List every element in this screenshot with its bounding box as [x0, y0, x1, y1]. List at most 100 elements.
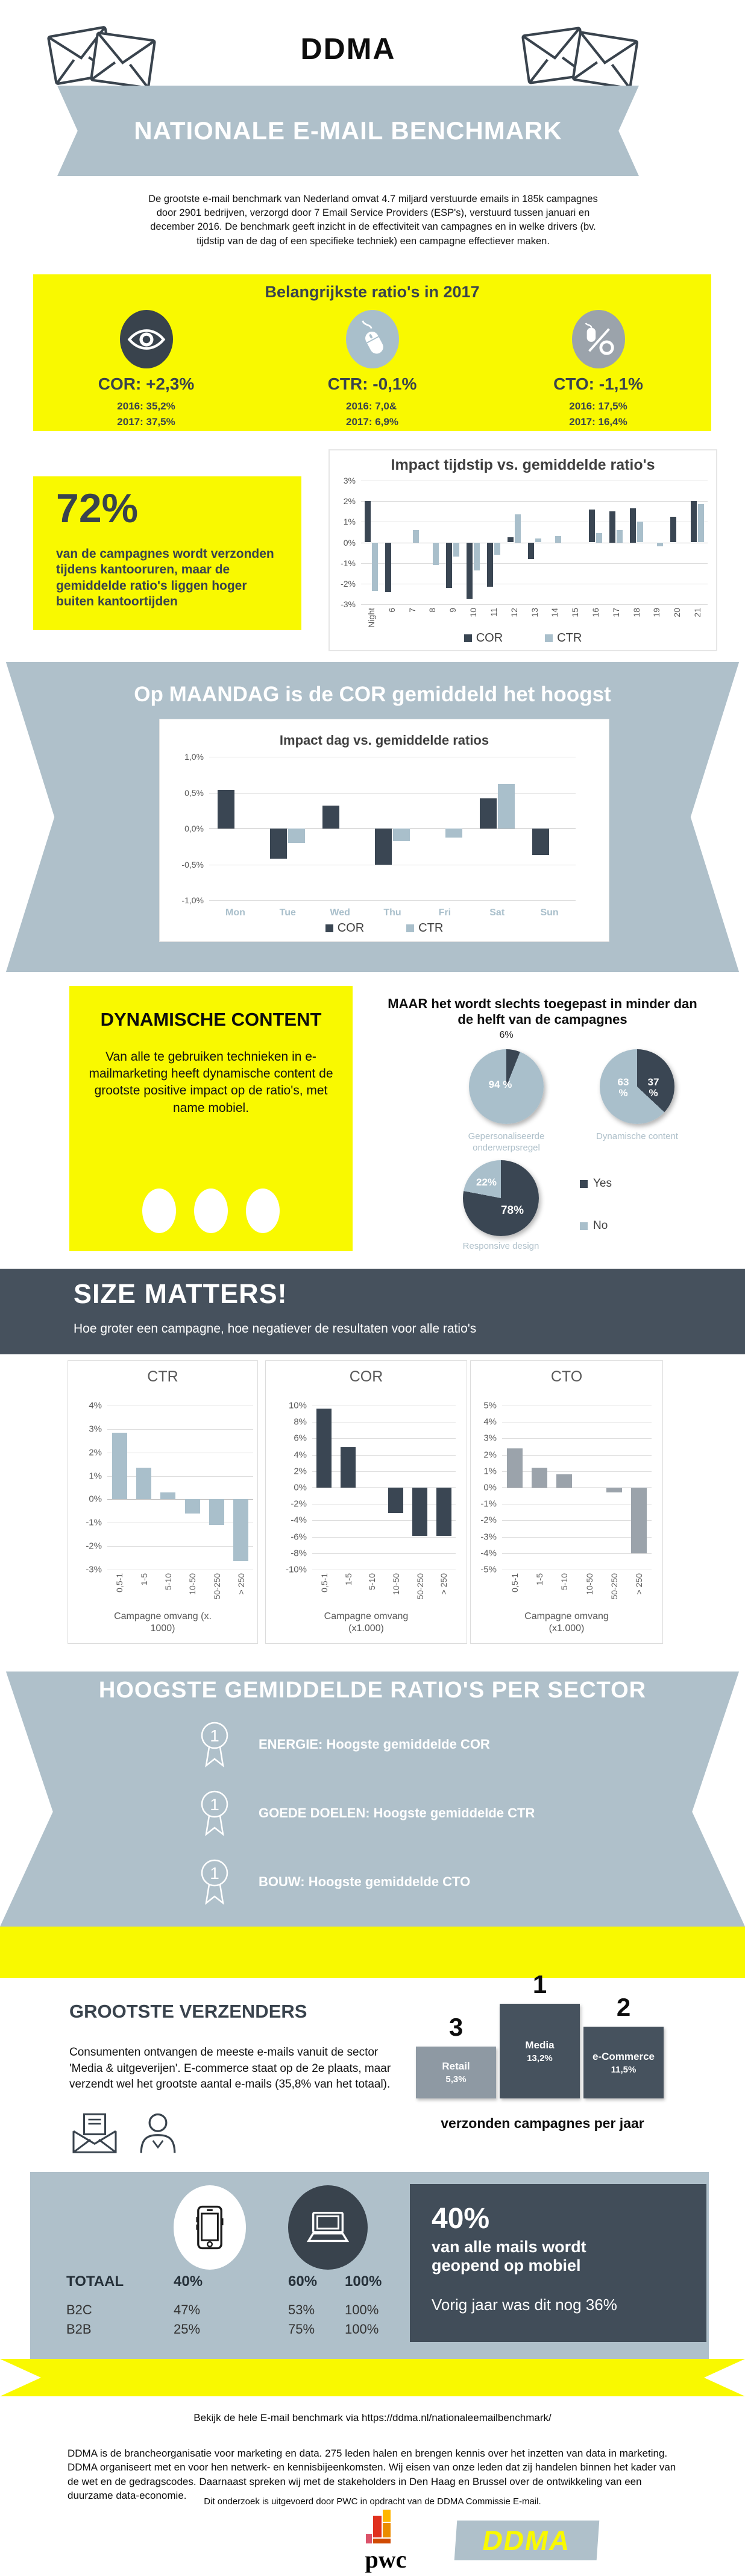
pie-legend-yes: Yes [580, 1177, 612, 1190]
pie-dynamic-content [600, 1049, 674, 1124]
ctr-2016: 2016: 7,0& [346, 400, 397, 412]
intro-paragraph: De grootste e-mail benchmark van Nederla… [148, 193, 598, 247]
days-chart-title: Impact dag vs. gemiddelde ratios [279, 733, 489, 748]
office-hours-callout: 72% van de campagnes wordt verzonden tij… [33, 476, 301, 630]
ctr-size-xlabel: Campagne omvang (x. 1000) [114, 1611, 212, 1634]
sector-label: GOEDE DOELEN: Hoogste gemiddelde CTR [259, 1805, 535, 1820]
stat-72-text: van de campagnes wordt verzonden tijdens… [56, 547, 274, 609]
mobile-open-section: TOTAAL 40% 60% 100% B2C 47% 53% 100% B2B… [30, 2172, 709, 2359]
envelope-icon [90, 31, 156, 89]
sector-item-bouw: 1 BOUW: Hoogste gemiddelde CTO [196, 1856, 470, 1908]
size-matters-subtitle: Hoe groter een campagne, hoe negatiever … [74, 1322, 477, 1336]
podium-bar-pct: 11,5% [611, 2064, 637, 2075]
ctr-legend-swatch [406, 924, 415, 932]
brand-title: DDMA [300, 32, 396, 66]
monday-banner-title: Op MAANDAG is de COR gemiddeld het hoogs… [134, 683, 611, 706]
dynamic-content-text: Van alle te gebruiken technieken in e-ma… [89, 1049, 333, 1115]
size-matters-band: SIZE MATTERS! Hoe groter een campagne, h… [0, 1269, 745, 1354]
cto-size-title: CTO [550, 1368, 583, 1385]
svg-text:1: 1 [210, 1795, 219, 1814]
pie3-label: Responsive design [462, 1241, 539, 1251]
yellow-ribbon [0, 2359, 745, 2396]
benchmark-link-line: Bekijk de hele E-mail benchmark via http… [193, 2412, 552, 2423]
pie2-label: Dynamische content [596, 1131, 678, 1141]
ratio-cor: COR: +2,3% 2016: 35,2% 2017: 37,5% [33, 310, 259, 429]
pie-responsive-design [463, 1160, 539, 1236]
ratio-cto: CTO: -1,1% 2016: 17,5% 2017: 16,4% [485, 310, 711, 429]
hours-impact-chart: Impact tijdstip vs. gemiddelde ratio's 3… [328, 449, 717, 651]
mobile-stat: 40% [432, 2203, 490, 2235]
ctr-legend-swatch [545, 634, 553, 642]
mobile-stat-note: Vorig jaar was dit nog 36% [432, 2296, 617, 2314]
medal-icon: 1 [201, 1790, 228, 1836]
yes-swatch [580, 1179, 588, 1188]
cor-2017: 2017: 37,5% [117, 415, 175, 428]
podium-bar-name: Media [525, 2039, 555, 2051]
dynamic-content-title: DYNAMISCHE CONTENT [100, 1009, 322, 1030]
podium-bar-pct: 13,2% [527, 2053, 553, 2063]
key-ratios-box: Belangrijkste ratio's in 2017 COR: +2,3%… [33, 274, 711, 431]
key-ratios-title: Belangrijkste ratio's in 2017 [265, 283, 480, 301]
ctr-size-title: CTR [147, 1368, 178, 1385]
svg-text:1: 1 [210, 1726, 219, 1745]
cto-size-chart: CTO 5% 4% 3% 2% 1% 0% -1% -2% -3% -4% -5% 0,5-1 1-5 5… [470, 1360, 663, 1644]
pie3-no-label: 22% [476, 1176, 497, 1188]
pie1-label: Gepersonaliseerde onderwerpsregel [468, 1131, 545, 1153]
cto-2016: 2016: 17,5% [569, 400, 627, 412]
phone-icon [174, 2185, 246, 2270]
page-title: NATIONALE E-MAIL BENCHMARK [134, 116, 562, 145]
cor-size-chart: COR 10% 8% 6% 4% 2% 0% -2% -4% -6% -8% -10% 0,5-1 1-… [265, 1360, 467, 1644]
pie2-yes-label: 37 % [647, 1076, 659, 1099]
person-icon [140, 2113, 176, 2153]
open-mail-icon [72, 2113, 117, 2153]
sector-label: ENERGIE: Hoogste gemiddelde COR [259, 1737, 490, 1752]
pies-section-title: MAAR het wordt slechts toegepast in mind… [388, 996, 697, 1028]
cor-legend-swatch [464, 634, 472, 642]
hours-chart-legend: COR CTR [330, 631, 716, 645]
sector-title: HOOGSTE GEMIDDELDE RATIO'S PER SECTOR [98, 1678, 647, 1703]
title-ribbon: NATIONALE E-MAIL BENCHMARK [57, 86, 639, 176]
cor-2016: 2016: 35,2% [117, 400, 175, 412]
sector-banner: HOOGSTE GEMIDDELDE RATIO'S PER SECTOR 1 … [0, 1672, 745, 1927]
ctr-size-chart: CTR 4% 3% 2% 1% 0% -1% -2% -3% 0,5-1 1-5 5-10 10-50… [68, 1360, 258, 1644]
podium-chart: 3 Retail 5,3% 1 Media 13,2% 2 e-Commerce… [416, 1970, 664, 2098]
laptop-icon [288, 2185, 368, 2270]
pwc-wordmark: pwc [365, 2546, 407, 2573]
svg-text:1: 1 [210, 1864, 219, 1883]
days-chart-legend: COR CTR [160, 921, 609, 935]
rank-1: 1 [532, 1970, 547, 1998]
rank-3: 3 [448, 2013, 464, 2041]
mouse-icon [345, 310, 399, 368]
cto-label: CTO: -1,1% [553, 374, 643, 393]
medal-icon: 1 [201, 1859, 228, 1905]
sector-label: BOUW: Hoogste gemiddelde CTO [259, 1874, 471, 1889]
podium-bar-name: e-Commerce [593, 2050, 655, 2062]
mouse-percent-icon [571, 310, 625, 368]
ddma-wordmark: DDMA [480, 2525, 574, 2556]
about-ddma-text: DDMA is de brancheorganisatie voor marke… [68, 2448, 676, 2502]
pie-personalised-subject [469, 1049, 544, 1124]
stat-72: 72% [56, 485, 139, 531]
ctr-label: CTR: -0,1% [327, 374, 417, 393]
medal-icon: 1 [201, 1722, 228, 1767]
sector-item-energie: 1 ENERGIE: Hoogste gemiddelde COR [196, 1719, 490, 1770]
cor-size-title: COR [349, 1368, 383, 1385]
cto-size-xlabel: Campagne omvang (x1.000) [524, 1611, 609, 1634]
podium-caption: verzonden campagnes per jaar [441, 2115, 644, 2131]
pie2-no-label: 63 % [617, 1076, 629, 1099]
ctr-2017: 2017: 6,9% [346, 415, 398, 428]
yellow-divider [0, 1927, 745, 1978]
pie1-no-label: 94 % [488, 1079, 512, 1090]
cor-label: COR: +2,3% [98, 374, 195, 393]
mobile-stat-text: van alle mails wordt geopend op mobiel [432, 2238, 586, 2275]
eye-icon [119, 310, 173, 368]
pie3-yes-label: 78% [500, 1204, 524, 1217]
envelope-icon [571, 31, 639, 90]
cor-size-xlabel: Campagne omvang (x1.000) [324, 1611, 409, 1634]
pwc-logo: pwc [345, 2510, 427, 2574]
no-swatch [580, 1222, 588, 1230]
senders-icons [69, 2109, 180, 2155]
pie-legend-no: No [580, 1219, 608, 1233]
sector-item-goede-doelen: 1 GOEDE DOELEN: Hoogste gemiddelde CTR [196, 1787, 535, 1839]
